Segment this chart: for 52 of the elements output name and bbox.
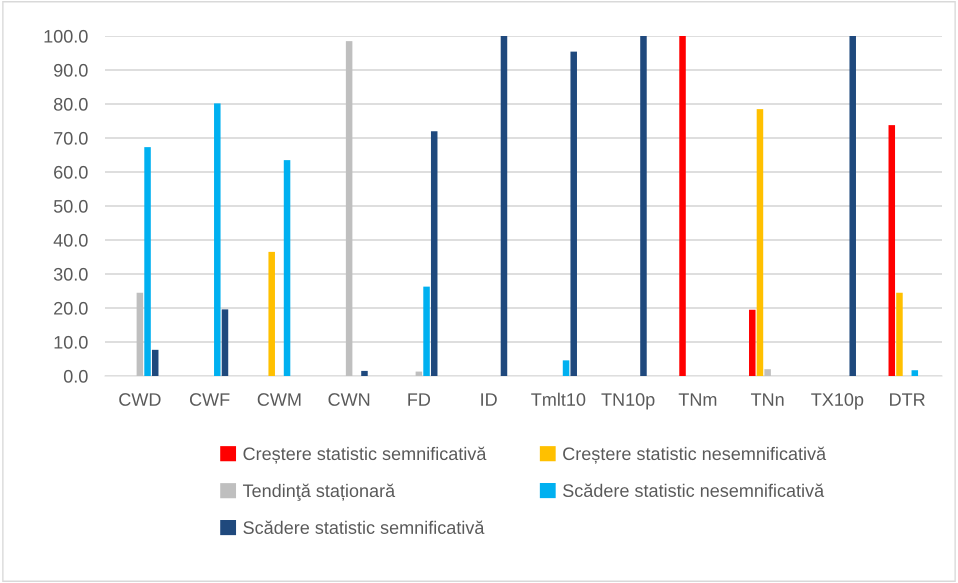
x-tick-label: TNm: [678, 393, 716, 406]
y-tick-label: 80.0: [54, 98, 88, 111]
bar: [416, 372, 422, 376]
y-tick-label: 0.0: [64, 370, 88, 383]
x-tick-label: FD: [408, 393, 430, 406]
bar: [562, 360, 570, 376]
bar: [284, 160, 290, 376]
bar: [430, 131, 438, 376]
legend-label: Scădere statistic semnificativă: [243, 520, 484, 534]
bar: [570, 52, 577, 376]
bar: [222, 309, 228, 376]
legend-label: Tendinţă staționară: [242, 484, 396, 501]
bar: [152, 350, 158, 376]
x-tick-label: ID: [481, 393, 497, 406]
bar: [640, 36, 647, 376]
bar: [361, 370, 368, 376]
bar: [888, 125, 896, 376]
bar: [896, 292, 903, 376]
bar: [268, 252, 275, 376]
bar: [756, 109, 764, 376]
bar: [144, 147, 151, 376]
y-tick-label: 40.0: [54, 234, 88, 247]
bar: [346, 41, 352, 376]
bar: [679, 36, 686, 376]
x-tick-label: TX10p: [811, 393, 864, 410]
x-tick-label: CWN: [328, 393, 370, 406]
y-tick-label: 20.0: [54, 302, 88, 315]
y-tick-label: 70.0: [54, 132, 88, 145]
bar: [912, 370, 918, 376]
x-tick-label: CWM: [258, 393, 300, 406]
bar: [849, 36, 856, 376]
legend-label: Creștere statistic nesemnificativă: [563, 446, 826, 464]
x-tick-label: CWF: [190, 393, 230, 406]
x-tick-label: TN10p: [601, 393, 654, 410]
x-tick-label: CWD: [119, 393, 161, 406]
bar: [500, 36, 508, 376]
y-tick-label: 100.0: [44, 30, 88, 43]
y-tick-label: 50.0: [54, 200, 88, 213]
bar: [214, 103, 221, 376]
legend-label: Creștere statistic semnificativă: [243, 446, 486, 464]
bar: [749, 310, 756, 376]
legend-label: Scădere statistic nesemnificativă: [563, 484, 824, 498]
y-tick-label: 60.0: [54, 166, 88, 179]
x-tick-label: TNn: [750, 393, 784, 406]
y-tick-label: 90.0: [54, 64, 88, 77]
bar: [423, 286, 430, 376]
x-tick-label: Tmlt10: [531, 392, 586, 406]
bar: [764, 369, 771, 376]
x-tick-label: DTR: [890, 393, 925, 406]
y-tick-label: 30.0: [54, 268, 88, 281]
y-tick-label: 10.0: [54, 336, 88, 349]
bar: [136, 292, 144, 376]
